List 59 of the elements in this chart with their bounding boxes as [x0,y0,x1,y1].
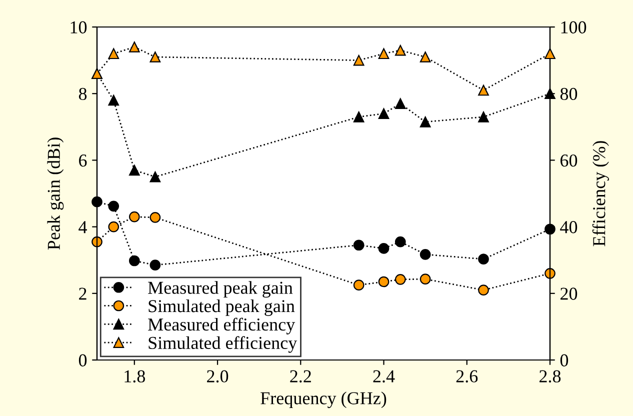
point [150,260,161,271]
y2-tick-label: 60 [560,154,578,167]
y2-tick-label: 20 [560,288,578,300]
y-tick-label: 0 [78,354,87,366]
y-tick-label: 10 [70,21,87,34]
point [128,255,140,266]
legend-label: Simulated efficiency [148,336,298,353]
x-tick-label: 2.0 [207,370,228,383]
y-tick-label: 8 [78,88,87,100]
point [478,84,489,96]
point [128,211,140,222]
y2-tick-label: 100 [561,21,586,34]
point [150,171,161,182]
y-axis-title: Peak gain (dBi) [47,138,64,250]
point [108,221,120,232]
point [478,284,489,296]
point [478,111,489,122]
legend-label: Measured peak gain [148,281,293,298]
point [378,48,390,60]
point [150,212,161,223]
y2-tick-label: 0 [560,354,568,366]
y-tick-label: 2 [79,288,86,300]
x-tick-label: 2.6 [456,370,478,383]
point [353,54,364,66]
point [420,52,431,62]
point [544,48,556,60]
point [544,88,556,100]
x-tick-label: 2.8 [540,370,561,383]
point [128,164,140,176]
y2-tick-label: 40 [560,221,578,234]
point [394,98,406,110]
point [353,280,364,290]
point [128,42,140,52]
y-tick-label: 6 [79,154,87,167]
y2-tick-label: 80 [560,88,578,100]
point [378,243,390,254]
x-tick-label: 2.2 [290,370,311,383]
point [394,44,406,56]
x-tick-label: 1.8 [124,370,145,383]
point [420,249,431,260]
point [394,274,406,285]
point [150,52,161,62]
point [108,94,120,106]
point [394,236,406,248]
point [420,116,431,128]
point [108,200,120,212]
y-tick-label: 4 [78,221,87,234]
x-tick-label: 2.4 [373,370,395,383]
x-axis-title: Frequency (GHz) [260,392,386,408]
y2-axis-title: Efficiency (%) [592,141,609,246]
point [353,111,364,122]
point [108,48,120,60]
point [378,276,390,288]
point [353,240,364,251]
point [420,274,431,284]
legend-label: Measured efficiency [148,318,296,334]
point [378,108,390,119]
legend-label: Simulated peak gain [148,300,295,316]
point [478,254,489,265]
